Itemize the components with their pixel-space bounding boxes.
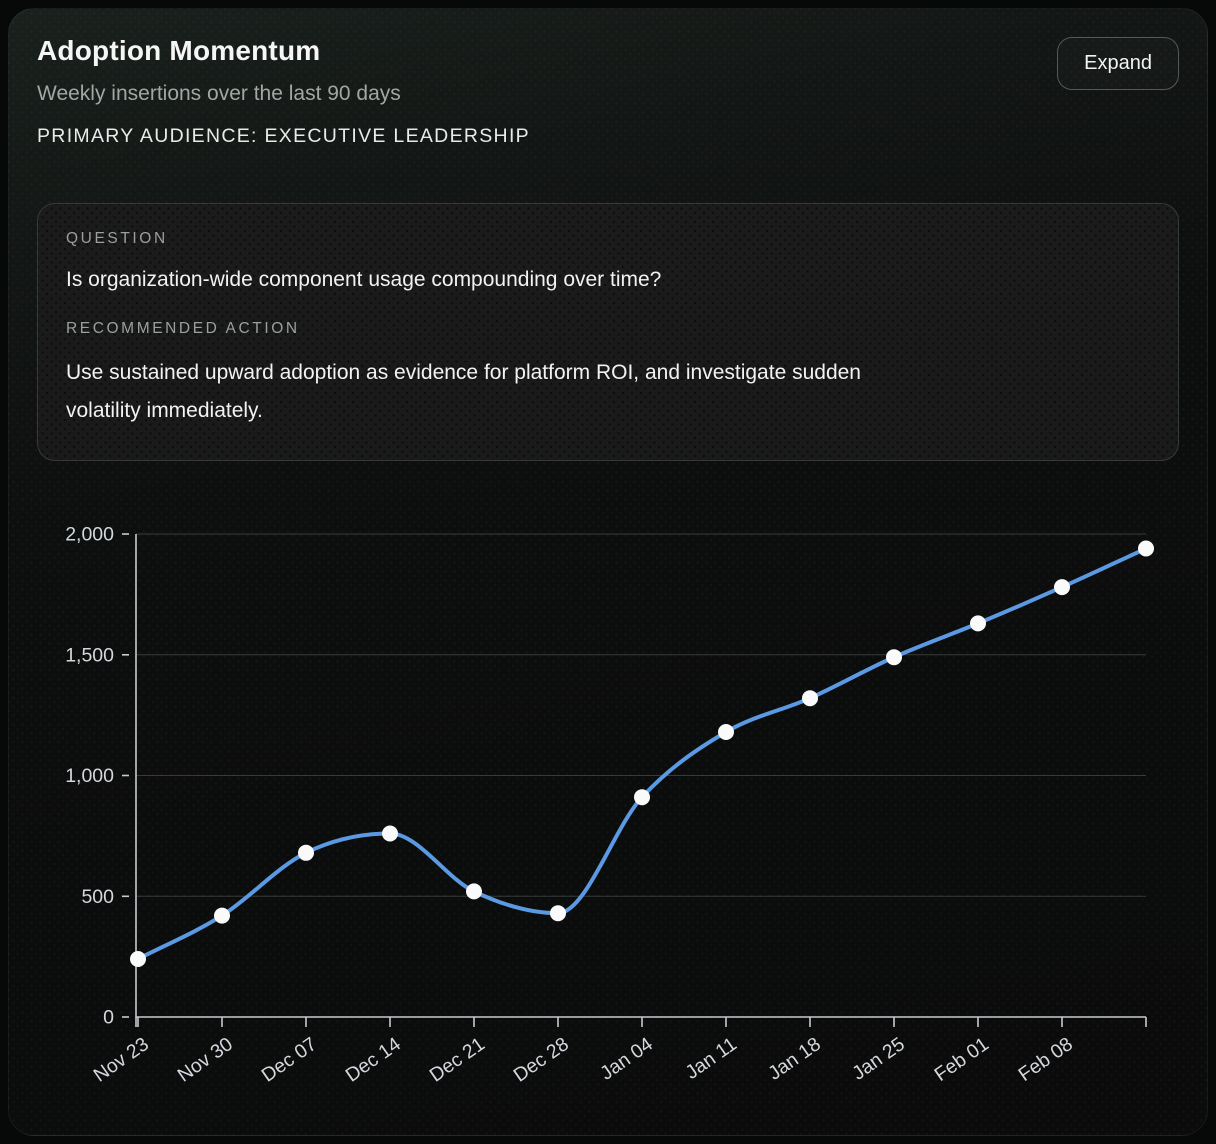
x-tick-label: Dec 14 [342,1033,405,1087]
x-tick-label: Feb 08 [1015,1033,1077,1086]
data-point[interactable] [1138,540,1154,557]
insight-box: QUESTION Is organization-wide component … [37,203,1179,461]
question-label: QUESTION [66,230,168,247]
data-point[interactable] [886,649,902,666]
x-tick-label: Nov 23 [90,1033,153,1086]
y-tick-label: 1,000 [65,765,114,787]
recommended-action-label: RECOMMENDED ACTION [66,320,300,337]
x-tick-label: Jan 11 [681,1033,740,1084]
data-point[interactable] [1054,579,1070,596]
page-title: Adoption Momentum [37,35,321,66]
data-point[interactable] [550,905,566,922]
y-tick-label: 2,000 [65,524,114,546]
y-tick-label: 0 [103,1007,114,1029]
action-line: Use sustained upward adoption as evidenc… [66,361,861,384]
adoption-line-chart: 0 500 1,000 1,500 2,000 Nov 23 Nov 30 Dec 07 Dec… [31,501,1181,1121]
data-point[interactable] [970,615,986,632]
data-point[interactable] [466,883,482,900]
action-line: volatility immediately. [66,399,263,422]
data-point[interactable] [718,724,734,740]
y-tick-label: 500 [81,886,114,908]
data-point[interactable] [634,789,650,806]
x-tick-label: Jan 04 [596,1033,657,1085]
card-header: Adoption Momentum Weekly insertions over… [37,35,1007,148]
x-tick-label: Dec 07 [258,1033,321,1086]
recommended-action-text: Use sustained upward adoption as evidenc… [66,354,1150,430]
chart-svg: 0 500 1,000 1,500 2,000 Nov 23 Nov 30 Dec 07 Dec… [65,524,1154,1087]
x-tick-label: Dec 28 [510,1033,573,1086]
primary-audience-label: PRIMARY AUDIENCE: EXECUTIVE LEADERSHIP [37,125,530,147]
x-tick-label: Nov 30 [174,1033,237,1087]
card-subtitle: Weekly insertions over the last 90 days [37,82,401,105]
data-point[interactable] [802,690,818,707]
x-tick-label: Feb 01 [931,1033,993,1086]
data-point[interactable] [298,844,314,861]
x-tick-label: Jan 25 [848,1033,909,1085]
expand-button[interactable]: Expand [1057,37,1179,90]
adoption-momentum-card: Adoption Momentum Weekly insertions over… [8,8,1208,1136]
data-point[interactable] [130,951,146,967]
x-tick-label: Jan 18 [764,1033,825,1085]
y-tick-label: 1,500 [65,644,114,666]
data-point[interactable] [382,825,398,842]
x-tick-label: Dec 21 [426,1033,489,1086]
series-line [136,546,1148,961]
data-point[interactable] [214,907,230,924]
question-text: Is organization-wide component usage com… [66,268,662,291]
